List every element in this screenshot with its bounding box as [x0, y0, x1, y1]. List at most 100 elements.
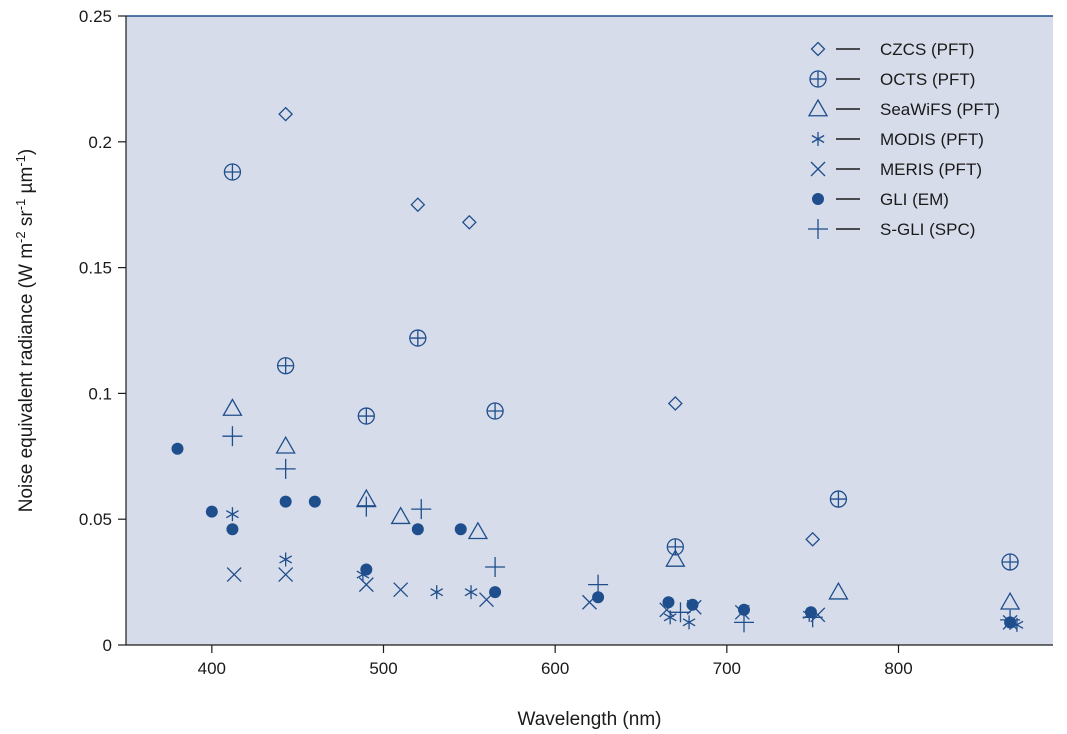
data-point	[390, 506, 411, 525]
data-point	[486, 402, 504, 420]
legend-item: GLI (EM)	[812, 190, 949, 209]
legend-marker	[810, 41, 826, 57]
legend-label: OCTS (PFT)	[880, 70, 975, 89]
y-tick-label: 0.25	[79, 7, 112, 26]
data-point	[279, 495, 292, 508]
data-point	[360, 563, 373, 576]
legend-marker	[808, 219, 828, 239]
data-point	[489, 586, 502, 599]
y-axis-title-part: µm	[16, 167, 37, 199]
data-points	[171, 106, 1024, 633]
data-point	[430, 585, 444, 600]
y-tick-label: 0	[103, 636, 112, 655]
plot-area	[126, 16, 1053, 645]
series-plus	[222, 426, 1021, 633]
data-point	[665, 549, 686, 567]
y-tick-label: 0.2	[88, 133, 112, 152]
data-point	[226, 507, 239, 522]
data-point	[804, 606, 817, 619]
data-point	[410, 197, 426, 213]
data-point	[592, 591, 605, 604]
legend-item: MODIS (PFT)	[811, 130, 984, 149]
y-tick-label: 0.1	[88, 384, 112, 403]
y-axis-title-part: )	[16, 149, 37, 155]
data-point	[275, 458, 296, 479]
legend-item: SeaWiFS (PFT)	[807, 98, 1000, 119]
data-point	[275, 435, 296, 454]
data-point	[829, 490, 848, 508]
data-point	[999, 591, 1021, 610]
legend-label: S-GLI (SPC)	[880, 220, 975, 239]
data-point	[828, 581, 849, 600]
data-point	[411, 523, 424, 536]
data-point	[278, 567, 294, 583]
legend-item: CZCS (PFT)	[810, 40, 974, 59]
x-axis-title: Wavelength (nm)	[518, 709, 662, 730]
legend-item: OCTS (PFT)	[809, 70, 975, 89]
data-point	[393, 582, 409, 598]
y-axis-title-part: sr	[16, 210, 37, 232]
data-point	[226, 523, 239, 536]
x-tick-label: 800	[884, 659, 912, 678]
y-tick-label: 0.15	[79, 259, 112, 278]
data-point	[467, 521, 489, 540]
legend-label: MODIS (PFT)	[880, 130, 984, 149]
data-point	[682, 615, 696, 630]
legend-label: CZCS (PFT)	[880, 40, 974, 59]
data-point	[356, 496, 377, 517]
data-point	[409, 329, 427, 347]
legend-label: GLI (EM)	[880, 190, 949, 209]
data-point	[278, 106, 294, 122]
data-point	[226, 567, 242, 583]
data-point	[279, 552, 293, 567]
series-dot	[171, 442, 1017, 629]
data-point	[662, 596, 675, 609]
x-tick-label: 400	[198, 659, 226, 678]
series-x	[226, 567, 1018, 630]
legend-item: S-GLI (SPC)	[808, 219, 975, 239]
data-point	[1000, 609, 1021, 630]
data-point	[686, 598, 699, 611]
legend-item: MERIS (PFT)	[810, 160, 982, 179]
y-axis-title-part: -2	[13, 231, 28, 243]
data-point	[454, 523, 467, 536]
data-point	[667, 396, 683, 411]
data-point	[588, 574, 609, 595]
legend-marker	[812, 193, 824, 205]
y-axis-title-part: Noise equivalent radiance (W m	[16, 243, 37, 512]
legend: CZCS (PFT) OCTS (PFT) SeaWiFS (PFT) MODIS (…	[807, 40, 1000, 239]
y-axis-title: Noise equivalent radiance (W m-2 sr-1 µm…	[13, 149, 38, 512]
legend-marker	[811, 132, 825, 146]
x-tick-label: 600	[541, 659, 569, 678]
data-point	[485, 557, 506, 578]
y-tick-label: 0.05	[79, 510, 112, 529]
data-point	[734, 612, 754, 633]
legend-marker	[810, 161, 826, 177]
data-point	[276, 357, 295, 375]
data-point	[802, 607, 823, 628]
data-point	[805, 531, 821, 547]
data-point	[1001, 553, 1019, 571]
x-tick-label: 700	[713, 659, 741, 678]
data-point	[222, 398, 243, 416]
axes: 0 0.05 0.1 0.15 0.2 0.25 400 500 600 700 800	[79, 7, 1053, 678]
legend-marker	[807, 98, 829, 117]
data-point	[223, 163, 242, 181]
y-axis-title-part: -1	[13, 155, 28, 167]
series-circle-plus	[223, 163, 1019, 571]
data-point	[666, 538, 684, 556]
x-tick-label: 500	[369, 659, 397, 678]
data-point	[738, 603, 750, 616]
data-point	[308, 495, 321, 508]
data-point	[461, 214, 477, 230]
series-diamond	[278, 106, 821, 547]
data-point	[411, 499, 432, 520]
legend-marker	[809, 70, 827, 88]
y-axis-title-part: -1	[13, 199, 28, 211]
data-point	[358, 577, 374, 593]
data-point	[464, 585, 478, 600]
legend-label: SeaWiFS (PFT)	[880, 100, 1000, 119]
data-point	[357, 407, 375, 425]
data-point	[171, 442, 184, 455]
